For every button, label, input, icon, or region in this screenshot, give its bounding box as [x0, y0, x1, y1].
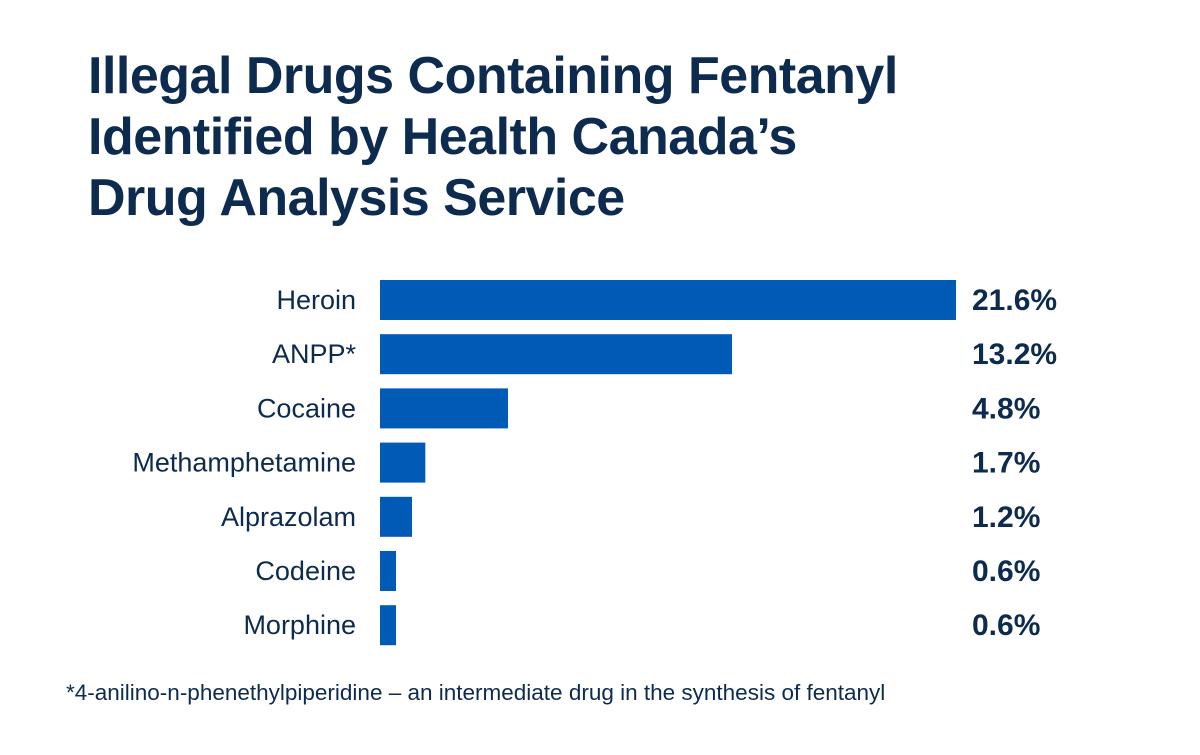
category-label: Alprazolam: [221, 502, 356, 532]
category-label: Heroin: [276, 285, 356, 315]
chart-title-line-2: Identified by Health Canada’s: [88, 108, 797, 166]
bar: [380, 280, 956, 320]
value-label: 4.8%: [972, 392, 1040, 425]
category-label: Codeine: [255, 556, 356, 586]
value-label: 13.2%: [972, 338, 1057, 371]
value-label: 0.6%: [972, 555, 1040, 588]
category-label: Methamphetamine: [132, 448, 356, 478]
bar: [380, 496, 412, 537]
value-label: 1.2%: [972, 501, 1040, 534]
bar: [380, 442, 426, 483]
bar: [380, 334, 732, 375]
value-label: 0.6%: [972, 609, 1040, 642]
chart-title-line-3: Drug Analysis Service: [88, 169, 625, 227]
bar: [380, 551, 396, 591]
chart-title-line-1: Illegal Drugs Containing Fentanyl: [88, 47, 898, 105]
category-label: ANPP*: [272, 339, 357, 369]
bar: [380, 605, 396, 646]
chart-title: Illegal Drugs Containing Fentanyl Identi…: [88, 46, 1128, 229]
value-label: 21.6%: [972, 284, 1057, 317]
category-label: Morphine: [243, 610, 356, 640]
footnote: *4-anilino-n-phenethylpiperidine – an in…: [66, 680, 886, 705]
category-label: Cocaine: [257, 393, 356, 423]
bar: [380, 388, 508, 429]
value-label: 1.7%: [972, 447, 1040, 480]
